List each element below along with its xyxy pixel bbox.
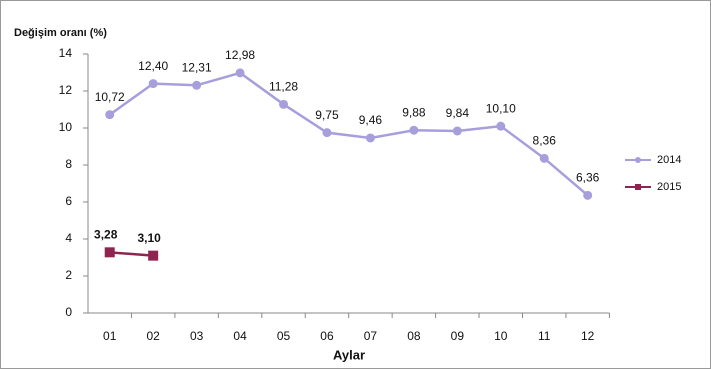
- x-tick-label: 12: [581, 329, 595, 343]
- data-label: 9,46: [359, 113, 383, 127]
- y-tick-label: 6: [65, 194, 72, 208]
- y-tick-label: 12: [59, 83, 73, 97]
- point: [105, 110, 115, 120]
- y-axis-title: Değişim oranı (%): [14, 27, 107, 39]
- legend-marker: [635, 157, 641, 163]
- point: [496, 121, 506, 131]
- point: [452, 126, 462, 136]
- data-label: 11,28: [269, 79, 298, 93]
- x-tick-label: 01: [103, 329, 117, 343]
- data-label: 10,72: [95, 90, 125, 104]
- y-tick-label: 4: [65, 231, 72, 245]
- point: [148, 250, 159, 261]
- point: [583, 190, 593, 200]
- x-tick-label: 08: [407, 329, 421, 343]
- data-label: 10,10: [486, 101, 516, 115]
- x-tick-label: 03: [190, 329, 204, 343]
- x-tick-label: 02: [146, 329, 160, 343]
- point: [104, 247, 115, 258]
- data-label: 3,28: [94, 227, 118, 241]
- point: [322, 128, 332, 138]
- legend-marker: [635, 184, 641, 190]
- point: [365, 133, 375, 143]
- point: [409, 125, 419, 135]
- x-tick-label: 06: [320, 329, 334, 343]
- series-line: [109, 251, 154, 257]
- point: [279, 99, 289, 109]
- data-label: 3,10: [137, 231, 161, 245]
- data-label: 12,40: [138, 59, 168, 73]
- y-tick-label: 2: [65, 268, 72, 282]
- point: [192, 80, 202, 90]
- point: [539, 153, 549, 163]
- x-tick-label: 09: [451, 329, 465, 343]
- y-tick-label: 10: [59, 120, 73, 134]
- y-tick-label: 14: [59, 46, 73, 60]
- data-label: 9,75: [315, 108, 339, 122]
- point: [235, 68, 245, 78]
- y-tick-label: 0: [65, 305, 72, 319]
- y-tick-label: 8: [65, 157, 72, 171]
- x-axis-title: Aylar: [333, 347, 365, 362]
- x-tick-label: 07: [364, 329, 378, 343]
- data-label: 6,36: [576, 171, 600, 185]
- x-tick-label: 05: [277, 329, 291, 343]
- point: [148, 79, 158, 89]
- x-tick-label: 04: [233, 329, 247, 343]
- data-label: 9,88: [402, 105, 426, 119]
- legend-label: 2014: [657, 154, 681, 166]
- data-label: 12,31: [182, 60, 212, 74]
- x-tick-label: 10: [494, 329, 508, 343]
- data-label: 12,98: [225, 48, 255, 62]
- data-label: 9,84: [446, 106, 470, 120]
- data-label: 8,36: [533, 134, 557, 148]
- x-tick-label: 11: [538, 329, 551, 343]
- series-line: [108, 71, 589, 197]
- legend-label: 2015: [657, 181, 681, 193]
